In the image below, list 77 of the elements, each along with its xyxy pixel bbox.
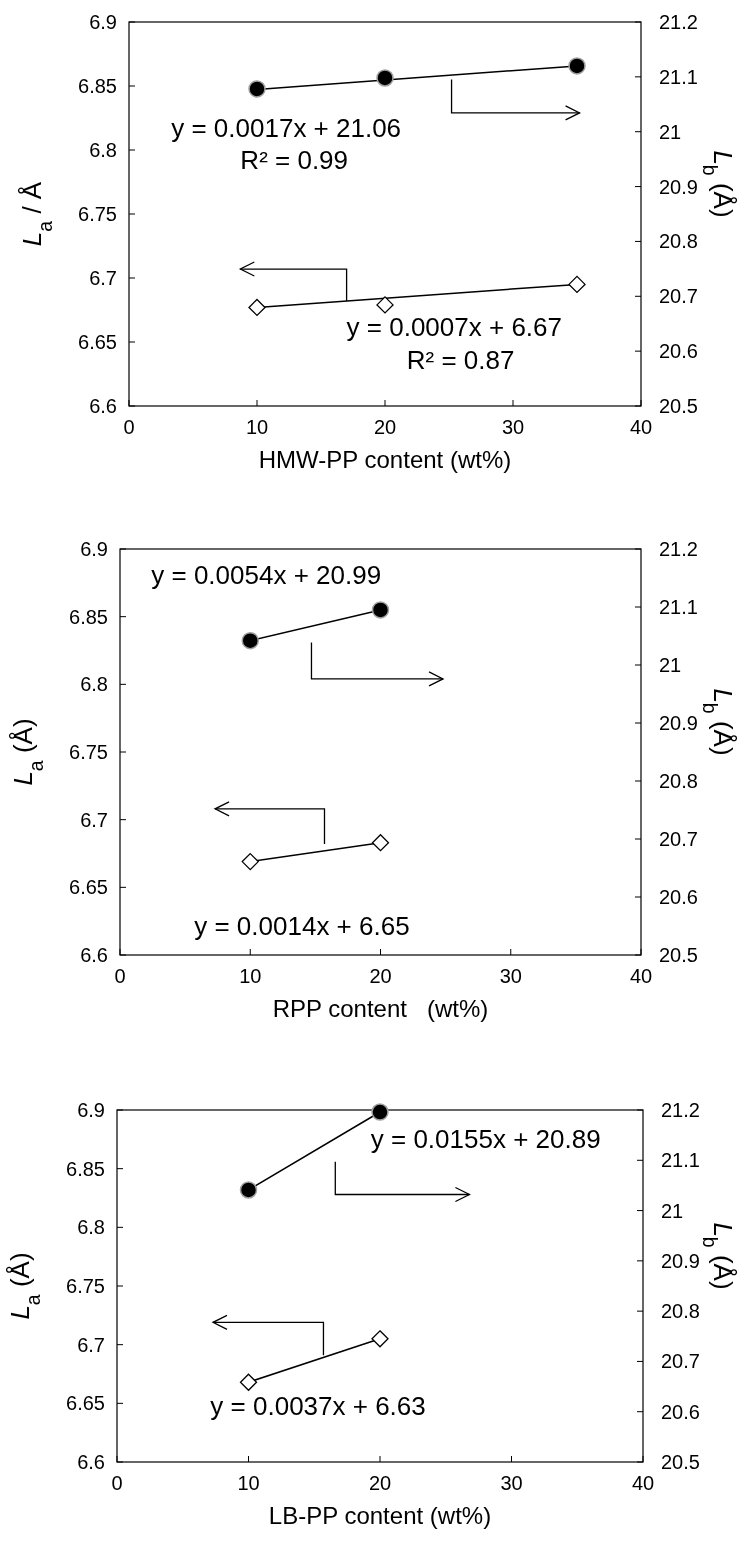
y-tick-label: 6.6 <box>89 395 117 417</box>
y-tick-label: 6.8 <box>89 139 117 161</box>
y2-tick-label: 20.9 <box>661 1249 700 1272</box>
point <box>376 69 394 87</box>
y-tick-label: 6.7 <box>89 267 117 289</box>
y2-tick-label: 20.5 <box>659 395 698 417</box>
y2-tick-label: 20.8 <box>659 770 698 792</box>
y2-tick-label: 21.2 <box>659 538 698 560</box>
y2-tick-label: 21.1 <box>659 596 698 618</box>
y-tick-label: 6.75 <box>69 741 108 763</box>
y-tick-label: 6.9 <box>77 1099 105 1121</box>
x-tick-label: 0 <box>111 1472 123 1494</box>
x-tick-label: 30 <box>499 965 522 987</box>
point <box>248 298 266 317</box>
y-tick-label: 6.8 <box>77 1216 105 1239</box>
y2-tick-label: 20.7 <box>659 828 698 850</box>
y2-tick-label: 20.6 <box>659 886 698 908</box>
x-axis-title: HMW-PP content (wt%) <box>258 446 512 473</box>
y2-tick-label: 20.9 <box>659 712 698 734</box>
y2-tick-label: 20.5 <box>659 944 698 966</box>
annotation: y = 0.0007x + 6.67 <box>346 311 562 342</box>
x-tick-label: 20 <box>368 1472 392 1494</box>
annotation: y = 0.0037x + 6.63 <box>210 1391 426 1422</box>
y-tick-label: 6.65 <box>78 331 117 353</box>
y-tick-label: 6.65 <box>66 1392 105 1415</box>
annotation: y = 0.0014x + 6.65 <box>194 910 410 941</box>
y2-tick-label: 20.6 <box>659 340 698 363</box>
x-tick-label: 40 <box>629 965 653 987</box>
y2-tick-label: 20.8 <box>659 230 698 253</box>
y2-tick-label: 21.1 <box>659 65 698 88</box>
x-axis-title: LB-PP content (wt%) <box>268 1502 492 1529</box>
y2-tick-label: 20.7 <box>659 285 698 308</box>
annotation: y = 0.0017x + 21.06 <box>171 113 402 144</box>
x-tick-label: 40 <box>629 416 653 438</box>
x-tick-label: 10 <box>245 416 269 438</box>
point <box>568 57 586 75</box>
x-tick-label: 0 <box>123 416 135 438</box>
y2-tick-label: 20.5 <box>661 1451 700 1473</box>
y-tick-label: 6.7 <box>80 808 108 831</box>
y-tick-label: 6.85 <box>66 1157 105 1180</box>
y-tick-label: 6.75 <box>78 203 117 225</box>
annotation: y = 0.0054x + 20.99 <box>151 560 382 591</box>
x-tick-label: 0 <box>114 965 126 987</box>
x-tick-label: 20 <box>369 965 392 987</box>
y2-tick-label: 20.7 <box>661 1350 700 1373</box>
point <box>568 275 586 294</box>
y2-tick-label: 20.8 <box>661 1300 700 1323</box>
y2-tick-label: 21 <box>659 120 682 143</box>
y-tick-label: 6.85 <box>69 605 108 628</box>
y-tick-label: 6.8 <box>80 673 108 696</box>
y-tick-label: 6.6 <box>80 944 108 966</box>
y2-tick-label: 21 <box>661 1199 684 1222</box>
annotation: y = 0.0155x + 20.89 <box>370 1123 601 1154</box>
x-tick-label: 40 <box>631 1472 655 1494</box>
x-tick-label: 30 <box>500 1472 523 1494</box>
y2-tick-label: 20.9 <box>659 175 698 198</box>
x-tick-label: 20 <box>373 416 397 438</box>
y2-tick-label: 21.2 <box>659 11 698 33</box>
x-tick-label: 10 <box>239 965 262 987</box>
y2-tick-label: 21.1 <box>661 1149 700 1172</box>
y-tick-label: 6.7 <box>77 1333 105 1356</box>
x-axis-title: RPP content (wt%) <box>272 995 489 1022</box>
y2-tick-label: 21 <box>659 654 682 676</box>
annotation: R² = 0.87 <box>406 344 515 375</box>
y2-tick-label: 21.2 <box>661 1099 700 1121</box>
annotation: R² = 0.99 <box>240 145 349 176</box>
y-tick-label: 6.75 <box>66 1275 105 1297</box>
x-tick-label: 10 <box>237 1472 260 1494</box>
y-tick-label: 6.65 <box>69 876 108 899</box>
y-tick-label: 6.85 <box>78 75 117 97</box>
y-tick-label: 6.9 <box>80 538 108 560</box>
y-tick-label: 6.9 <box>89 11 117 33</box>
point <box>248 80 266 98</box>
x-tick-label: 30 <box>501 416 525 438</box>
y2-tick-label: 20.6 <box>661 1400 700 1423</box>
point <box>376 296 394 314</box>
y-tick-label: 6.6 <box>77 1451 105 1473</box>
